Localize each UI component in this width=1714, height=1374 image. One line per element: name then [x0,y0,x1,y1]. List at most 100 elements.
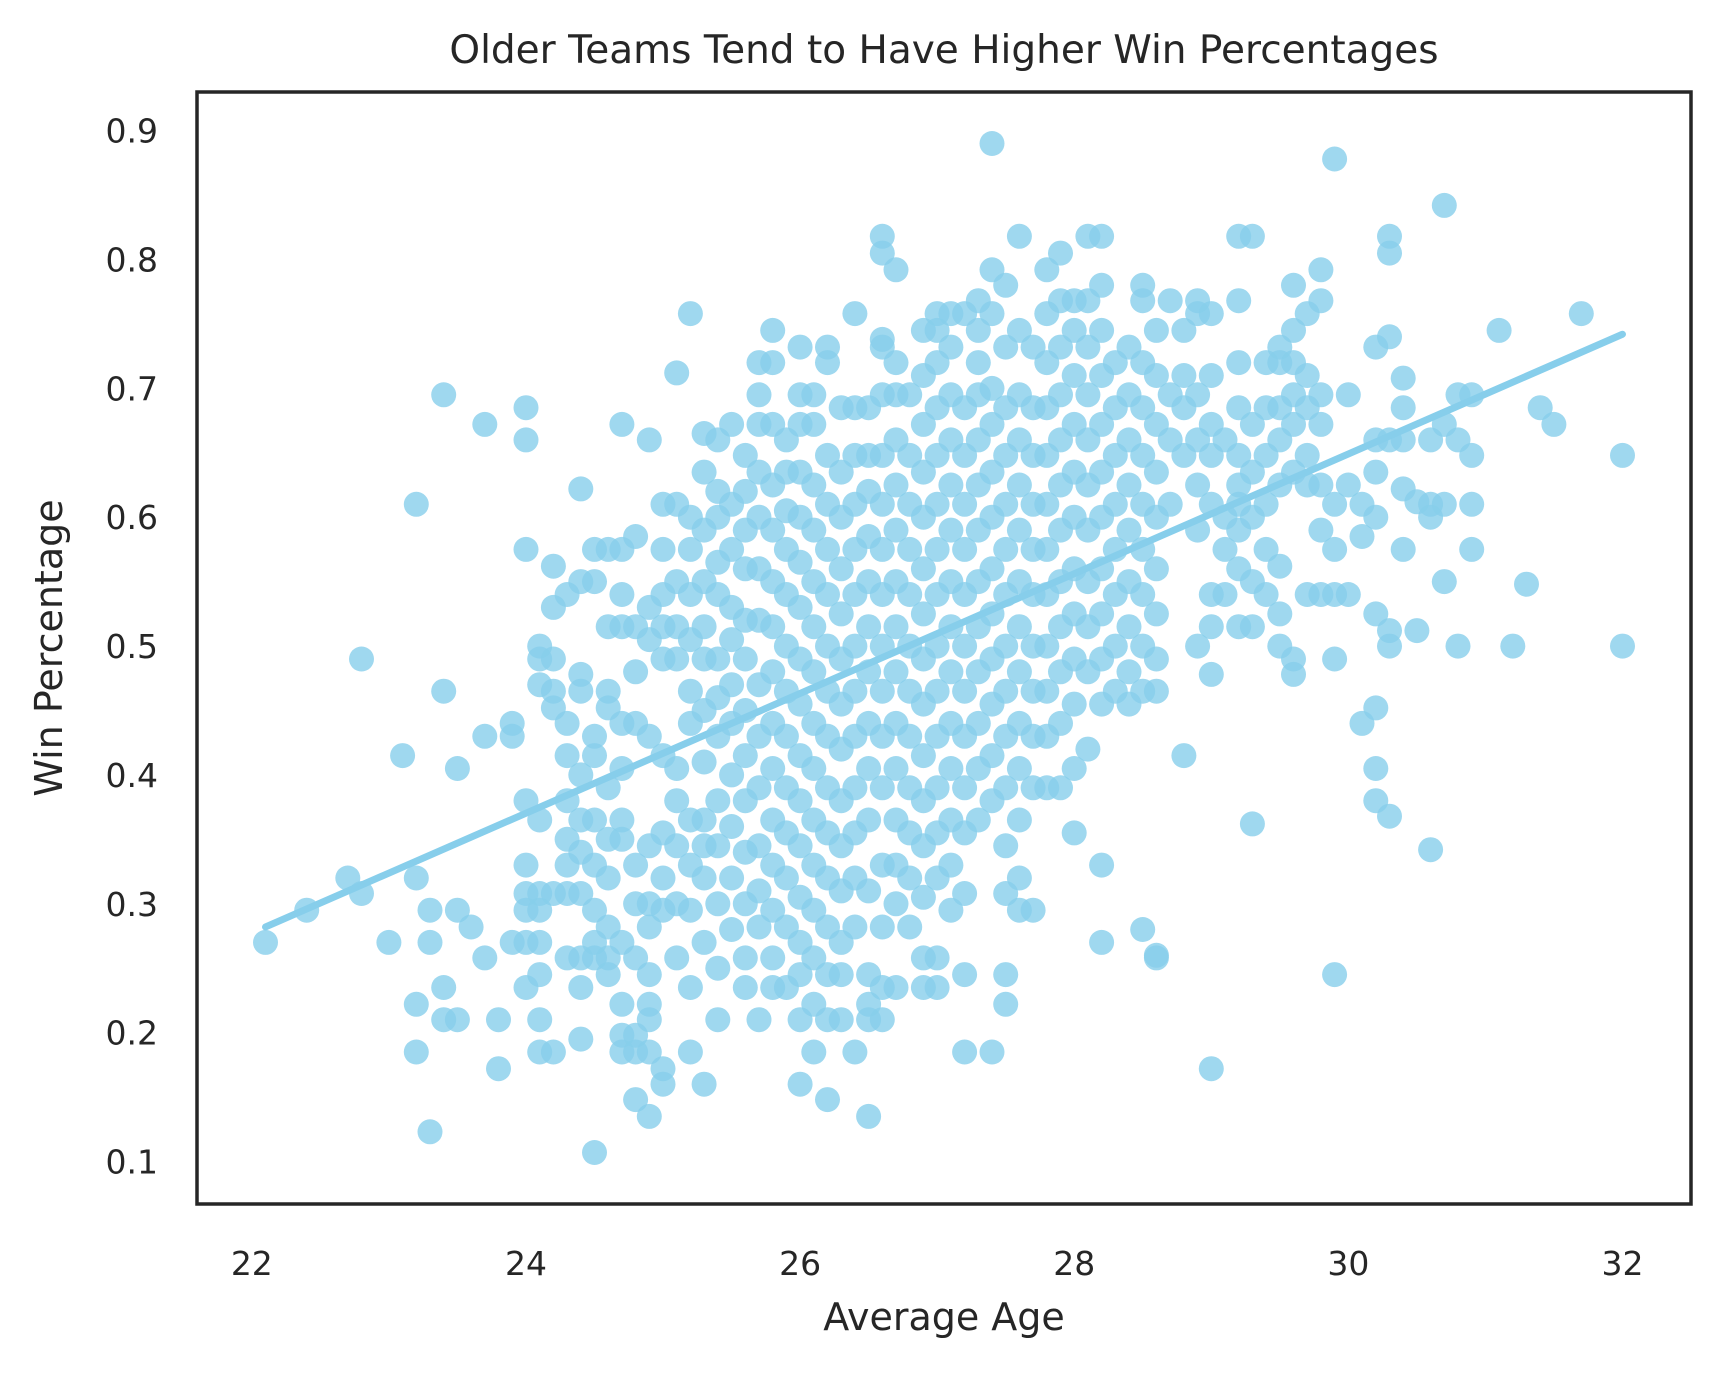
data-point [965,710,991,736]
data-point [1390,365,1416,391]
data-point [1006,659,1032,685]
data-point [993,536,1019,562]
data-point [1322,962,1348,988]
data-point [609,991,635,1017]
data-point [1322,646,1348,672]
data-point [403,865,429,891]
data-point [595,865,621,891]
data-point [1431,569,1457,595]
data-point [1308,257,1334,283]
data-point [1130,395,1156,421]
data-point [705,955,731,981]
data-point [1089,272,1115,298]
data-point [650,1071,676,1097]
data-point [623,659,649,685]
data-point [979,459,1005,485]
data-point [568,678,594,704]
data-point [897,582,923,607]
data-point [1267,601,1293,627]
data-point [1157,491,1183,517]
data-point [486,1056,511,1082]
data-point [979,1039,1005,1065]
data-point [636,914,662,940]
data-point [664,788,690,814]
data-point [403,991,429,1017]
data-point [527,1007,553,1033]
data-point [828,601,854,627]
data-point [1185,472,1211,498]
data-point [1143,363,1169,388]
data-point [472,945,498,971]
x-tick-labels: 22 24 26 28 30 32 [231,1244,1644,1283]
data-point [582,569,607,595]
data-point [417,929,443,955]
data-point [993,272,1019,298]
x-tick-label: 32 [1601,1244,1643,1283]
data-point [1335,382,1361,408]
data-point [1253,536,1279,562]
data-point [897,442,923,468]
data-point [719,536,745,562]
data-point [444,1007,470,1033]
data-point [924,536,950,562]
data-point [1143,678,1169,704]
data-point [815,1087,840,1113]
data-point [869,775,895,801]
data-point [1431,491,1457,517]
data-point [1185,382,1211,408]
data-point [787,594,813,620]
data-point [1006,756,1032,781]
data-point [1239,811,1265,837]
x-tick-label: 30 [1327,1244,1369,1283]
data-point [1294,442,1320,468]
data-point [650,865,676,891]
data-point [856,614,882,640]
data-point [705,833,731,859]
data-point [910,884,936,910]
data-point [582,723,607,749]
data-point [952,678,978,704]
data-point [952,491,978,517]
data-point [801,382,827,408]
data-point [1089,601,1115,627]
data-point [1020,897,1046,923]
data-point [952,881,978,906]
data-point [1212,536,1238,562]
data-point [253,929,278,955]
data-point [910,601,936,627]
data-point [1116,659,1142,685]
data-point [1143,556,1169,582]
data-point [705,788,731,814]
data-point [897,865,923,891]
data-point [869,1007,895,1033]
data-point [787,334,813,360]
data-point [910,743,936,769]
data-point [856,807,882,833]
data-point [719,917,745,942]
data-point [801,756,827,781]
data-point [691,865,717,891]
chart-title: Older Teams Tend to Have Higher Win Perc… [449,28,1438,73]
data-point [417,1119,443,1145]
data-point [787,833,813,859]
data-point [979,411,1005,437]
data-point [444,756,470,781]
data-point [732,478,758,504]
data-point [1363,601,1389,627]
data-point [979,375,1005,401]
data-point [719,762,745,788]
data-point [1089,929,1115,955]
data-point [828,556,854,582]
data-point [1171,317,1197,343]
data-point [1061,317,1087,343]
data-point [1075,334,1101,360]
data-point [801,659,827,685]
data-point [1198,614,1224,640]
data-point [828,962,854,988]
data-point [1089,317,1115,343]
data-point [719,865,745,891]
data-point [897,914,923,940]
data-point [1130,288,1156,314]
data-point [1034,536,1060,562]
